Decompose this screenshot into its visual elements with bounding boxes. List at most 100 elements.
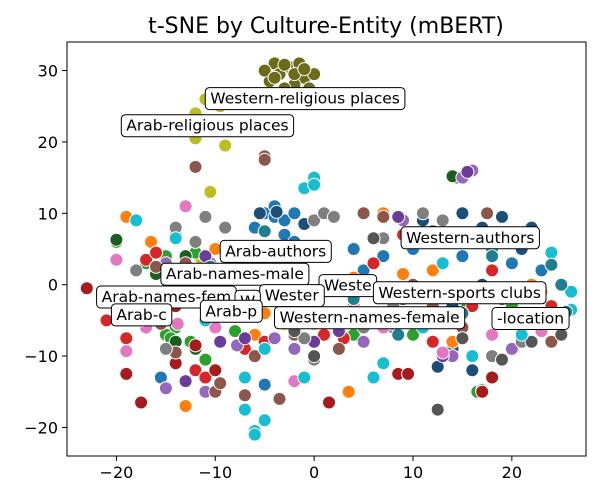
annotation-text: Western-religious places xyxy=(210,90,400,108)
annotation-text: Wester xyxy=(265,287,320,305)
scatter-point xyxy=(485,370,500,385)
scatter-point xyxy=(134,395,149,410)
annotation-text: Arab-names-fem xyxy=(102,288,232,306)
annotation-label: Western-religious places xyxy=(204,87,406,111)
scatter-point xyxy=(149,245,163,260)
scatter-point xyxy=(139,252,154,267)
scatter-point xyxy=(465,349,480,364)
x-tick-label: 0 xyxy=(309,463,319,482)
scatter-point xyxy=(430,402,445,417)
annotation-label: Weste xyxy=(318,274,378,298)
scatter-point xyxy=(366,370,381,385)
annotation-label: Arab-authors xyxy=(219,239,332,263)
scatter-point xyxy=(188,234,203,249)
scatter-point xyxy=(287,341,302,356)
scatter-point xyxy=(168,231,183,246)
annotation-label: -location xyxy=(491,307,570,330)
scatter-point xyxy=(495,209,509,224)
scatter-point xyxy=(485,263,500,278)
scatter-point xyxy=(480,206,495,221)
annotation-label: Arab-religious places xyxy=(120,114,295,138)
scatter-point xyxy=(297,331,312,346)
scatter-point xyxy=(247,427,262,442)
x-tick-label: 10 xyxy=(403,463,423,482)
scatter-point xyxy=(257,152,272,167)
scatter-point xyxy=(544,257,559,272)
scatter-point xyxy=(544,245,559,260)
annotation-box xyxy=(110,303,173,327)
scatter-point xyxy=(455,331,470,346)
scatter-point xyxy=(178,399,193,413)
annotation-text: Arab-p xyxy=(205,302,257,320)
annotation-text: Arab-authors xyxy=(225,242,326,260)
scatter-point xyxy=(331,341,346,356)
scatter-point xyxy=(396,267,411,281)
scatter-point xyxy=(415,206,430,221)
scatter-point xyxy=(79,281,94,296)
chart-title: t-SNE by Culture-Entity (mBERT) xyxy=(148,14,504,39)
scatter-point xyxy=(213,376,228,391)
scatter-point xyxy=(247,349,262,364)
scatter-point xyxy=(485,327,500,342)
scatter-point xyxy=(267,70,282,85)
scatter-point xyxy=(307,177,322,192)
scatter-point xyxy=(272,391,287,406)
annotation-box xyxy=(199,299,263,323)
scatter-point xyxy=(257,224,272,239)
scatter-point xyxy=(495,352,509,367)
scatter-point xyxy=(435,256,450,271)
y-tick-label: 20 xyxy=(38,133,58,152)
scatter-point xyxy=(465,363,480,378)
y-tick-label: 30 xyxy=(38,62,58,81)
scatter-point xyxy=(269,204,284,219)
annotation-label: Arab-c xyxy=(110,303,173,327)
scatter-point xyxy=(188,338,203,353)
scatter-point xyxy=(129,213,144,228)
scatter-point xyxy=(178,374,193,389)
scatter-point xyxy=(356,334,371,349)
scatter-point xyxy=(119,331,134,346)
x-tick-label: 20 xyxy=(502,463,522,482)
annotation-box xyxy=(400,226,540,250)
scatter-point xyxy=(257,413,272,428)
scatter-point xyxy=(435,213,450,228)
scatter-point xyxy=(228,324,243,339)
scatter-point xyxy=(376,209,391,224)
scatter-point xyxy=(425,334,440,349)
scatter-point xyxy=(198,370,213,385)
y-axis-ticks: −20 −10 0 10 20 30 xyxy=(24,62,67,437)
annotation-label: Wester xyxy=(259,284,325,308)
scatter-point xyxy=(277,213,292,228)
scatter-point xyxy=(346,242,361,256)
scatter-point xyxy=(213,334,228,349)
scatter-point xyxy=(322,395,336,410)
y-tick-label: −10 xyxy=(24,347,58,366)
annotation-text: Arab-names-male xyxy=(166,265,304,283)
scatter-point xyxy=(401,366,416,381)
scatter-point xyxy=(252,206,267,221)
scatter-point xyxy=(170,316,185,331)
scatter-point xyxy=(178,199,193,214)
annotation-box xyxy=(372,281,547,305)
scatter-point xyxy=(564,284,579,299)
annotation-box xyxy=(160,262,310,286)
annotation-box xyxy=(491,307,570,330)
annotation-layer: Western-religious places Arab-religious p… xyxy=(96,87,570,330)
y-tick-label: 0 xyxy=(48,276,58,295)
scatter-point xyxy=(435,345,450,360)
scatter-point xyxy=(158,341,173,356)
scatter-point xyxy=(119,366,134,381)
scatter-point xyxy=(425,263,440,278)
annotation-text: Western-sports clubs xyxy=(378,284,541,302)
scatter-point xyxy=(544,334,559,349)
annotation-label: Western-sports clubs xyxy=(372,281,547,305)
annotation-box xyxy=(219,239,332,263)
scatter-point xyxy=(326,209,341,224)
scatter-point xyxy=(237,388,252,403)
scatter-point xyxy=(277,57,292,72)
scatter-point xyxy=(198,352,213,367)
scatter-point xyxy=(158,381,173,396)
scatter-point xyxy=(237,370,252,385)
plot-frame xyxy=(66,41,587,457)
scatter-point xyxy=(237,402,252,417)
